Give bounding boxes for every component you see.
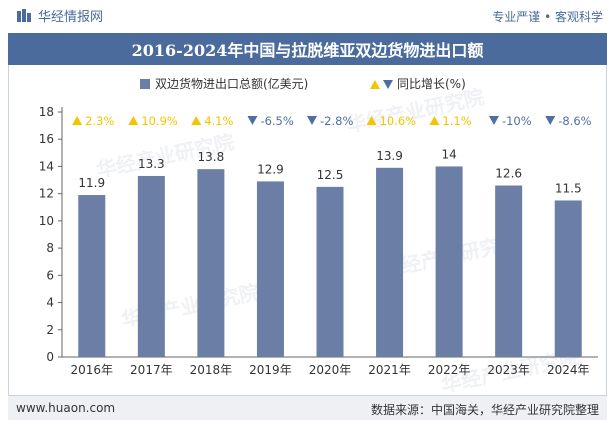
bar [78, 195, 106, 357]
title-bar: 2016-2024年中国与拉脱维亚双边货物进出口额 [8, 33, 607, 65]
growth-label: 10.9% [141, 114, 178, 128]
x-tick-label: 2020年 [309, 363, 352, 377]
growth-label: 10.6% [380, 114, 417, 128]
x-tick-label: 2017年 [130, 363, 173, 377]
growth-up-triangle-icon [72, 116, 83, 125]
brand[interactable]: 华经情报网 [16, 6, 103, 25]
y-tick-label: 4 [46, 296, 54, 310]
growth-down-triangle-icon [545, 116, 556, 125]
slogan: 专业严谨 • 客观科学 [492, 10, 603, 24]
bar-value-label: 12.6 [495, 167, 522, 181]
bar-value-label: 13.3 [138, 157, 165, 171]
growth-label: -6.5% [260, 114, 293, 128]
growth-up-triangle-icon [429, 116, 440, 125]
bar-chart: 双边货物进出口总额(亿美元) 同比增长(%) 0 2 4 6 8 10 12 14 16 18 11.9… [39, 76, 598, 377]
bar-value-label: 11.9 [78, 176, 105, 190]
x-tick-label: 2024年 [547, 363, 590, 377]
bar [316, 186, 344, 357]
footer-source: 数据来源：中国海关，华经产业研究院整理 [370, 403, 599, 417]
y-tick-label: 0 [46, 350, 54, 364]
bar-value-label: 13.9 [376, 149, 403, 163]
y-tick-label: 16 [39, 132, 54, 146]
growth-label: -2.8% [320, 114, 353, 128]
growth-label: 1.1% [442, 114, 471, 128]
x-tick-label: 2016年 [71, 363, 114, 377]
x-tick-label: 2022年 [428, 363, 471, 377]
legend-label-growth: 同比增长(%) [397, 77, 466, 91]
x-tick-label: 2023年 [487, 363, 530, 377]
legend-up-triangle-icon [370, 80, 380, 89]
bar-value-label: 14 [441, 147, 456, 161]
footer-url[interactable]: www.huaon.com [16, 401, 116, 415]
growth-label: -8.6% [558, 114, 591, 128]
growth-down-triangle-icon [247, 116, 258, 125]
footer: www.huaon.com 数据来源：中国海关，华经产业研究院整理 [8, 396, 607, 420]
y-tick-label: 10 [39, 214, 54, 228]
growth-up-triangle-icon [128, 116, 139, 125]
bar [256, 181, 284, 357]
x-tick-label: 2019年 [249, 363, 292, 377]
legend-down-triangle-icon [383, 80, 393, 89]
growth-label: 2.3% [85, 114, 114, 128]
growth-down-triangle-icon [307, 116, 317, 125]
growth-up-triangle-icon [191, 116, 202, 125]
brand-logo-icon [17, 8, 31, 22]
x-tick-label: 2018年 [190, 363, 233, 377]
y-tick-label: 8 [46, 241, 54, 255]
bar [197, 169, 225, 357]
y-tick-label: 2 [46, 323, 54, 337]
bar-value-label: 12.9 [257, 162, 284, 176]
bar [554, 200, 582, 357]
bar [137, 175, 165, 357]
growth-label: 4.1% [204, 114, 233, 128]
y-tick-label: 18 [39, 105, 54, 119]
growth-down-triangle-icon [488, 116, 499, 125]
brand-name: 华经情报网 [38, 10, 104, 25]
x-tick-label: 2021年 [368, 363, 411, 377]
bar-value-label: 11.5 [555, 181, 582, 195]
y-tick-label: 6 [46, 268, 54, 282]
y-tick-label: 14 [39, 159, 54, 173]
chart-title: 2016-2024年中国与拉脱维亚双边货物进出口额 [131, 41, 484, 60]
legend-label-total: 双边货物进出口总额(亿美元) [155, 76, 308, 91]
growth-up-triangle-icon [366, 116, 377, 125]
bar [376, 167, 404, 357]
growth-label: -10% [502, 114, 532, 128]
y-tick-label: 12 [39, 187, 54, 201]
bar-value-label: 12.5 [317, 168, 344, 182]
top-bar: 华经情报网 专业严谨 • 客观科学 [0, 0, 615, 30]
legend-swatch-total [140, 79, 150, 89]
bar [435, 166, 463, 357]
bar [495, 185, 523, 357]
bar-value-label: 13.8 [198, 150, 225, 164]
